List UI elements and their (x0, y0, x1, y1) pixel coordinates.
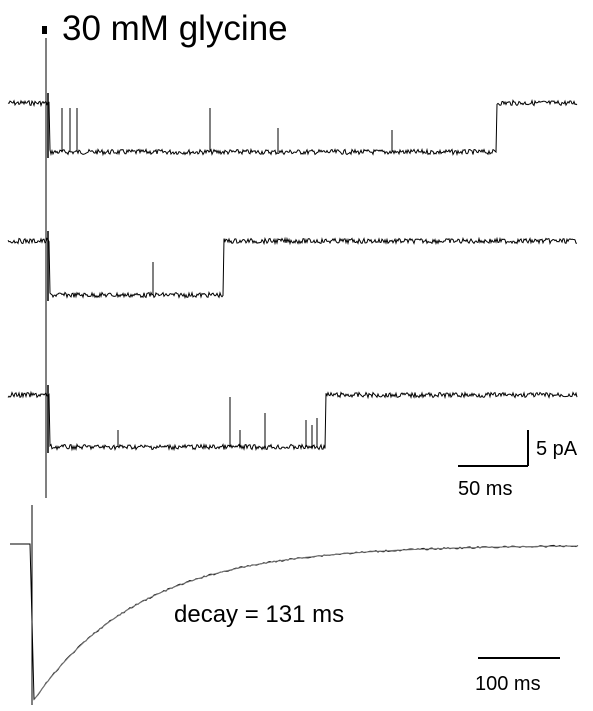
trace-2 (7, 231, 578, 301)
trace-3-line (7, 390, 578, 452)
scale-bar-current-label: 5 pA (536, 438, 578, 460)
stimulus-label: 30 mM glycine (62, 9, 288, 48)
trace-2-line (7, 236, 578, 299)
trace-1 (7, 93, 578, 158)
decay-fit (33, 545, 578, 701)
decay-label: decay = 131 ms (174, 601, 344, 628)
scale-bar-top: 5 pA 50 ms (458, 430, 578, 500)
trace-1-line (7, 99, 578, 157)
stimulus-marker (42, 26, 47, 34)
scale-bar-time-label-top: 50 ms (458, 478, 512, 500)
trace-3 (7, 385, 578, 453)
scale-bar-time-label-bottom: 100 ms (475, 673, 541, 695)
decay-panel: decay = 131 ms 100 ms (10, 505, 579, 705)
